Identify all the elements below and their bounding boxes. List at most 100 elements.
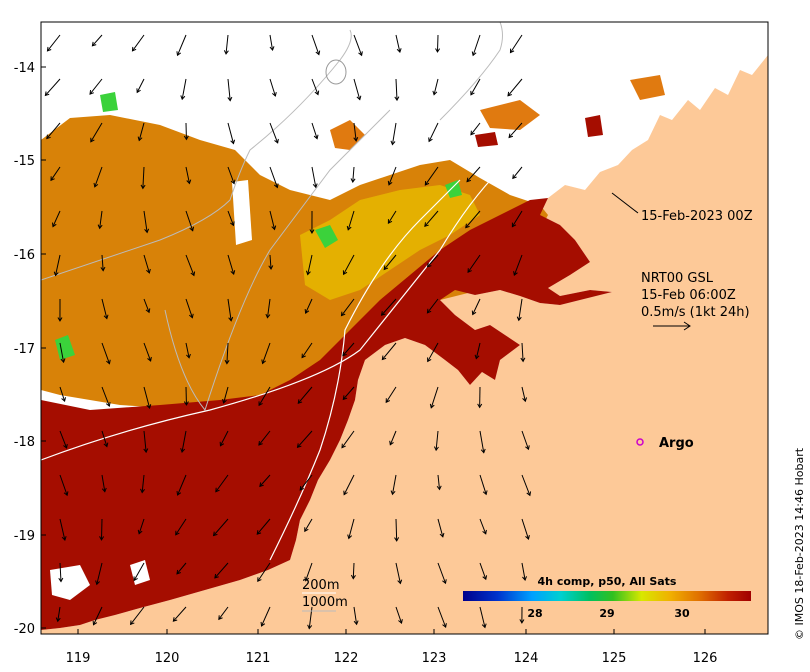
current-arrow-head bbox=[383, 265, 389, 271]
current-arrow bbox=[181, 430, 187, 453]
lat-tick-label: -16 bbox=[14, 248, 35, 263]
current-arrow bbox=[101, 342, 110, 364]
lat-tick-label: -19 bbox=[14, 529, 35, 544]
current-arrow bbox=[223, 386, 229, 404]
current-arrow-head bbox=[315, 50, 321, 56]
current-arrow bbox=[389, 430, 397, 445]
current-arrow bbox=[347, 210, 355, 231]
current-arrow bbox=[353, 122, 357, 141]
current-arrow-head bbox=[426, 262, 432, 268]
current-arrow bbox=[342, 342, 355, 356]
current-arrow-head bbox=[312, 183, 318, 189]
current-arrow-head bbox=[52, 222, 57, 228]
current-arrow bbox=[227, 122, 234, 144]
colorbar-tick: 30 bbox=[674, 607, 690, 620]
sst-green-patch bbox=[55, 335, 75, 360]
current-arrow bbox=[138, 518, 145, 534]
current-model-label: NRT00 GSL bbox=[641, 271, 714, 286]
current-arrow-head bbox=[90, 137, 95, 143]
current-vectors bbox=[44, 34, 532, 630]
current-arrow bbox=[297, 386, 313, 404]
current-arrow bbox=[424, 210, 439, 227]
current-arrow bbox=[259, 474, 271, 487]
current-arrow-head bbox=[103, 442, 109, 448]
current-arrow-head bbox=[353, 620, 359, 626]
current-arrow-head bbox=[271, 225, 277, 231]
current-arrow-head bbox=[175, 530, 180, 536]
current-arrow-head bbox=[215, 487, 220, 493]
current-arrow bbox=[395, 606, 402, 624]
current-arrow-head bbox=[144, 228, 150, 234]
current-arrow bbox=[92, 34, 103, 47]
current-arrow-head bbox=[350, 178, 356, 184]
current-arrow bbox=[59, 430, 68, 449]
current-arrow-head bbox=[93, 182, 99, 188]
current-arrow bbox=[466, 166, 481, 182]
current-arrow-head bbox=[350, 574, 356, 580]
current-arrow-head bbox=[44, 91, 50, 97]
current-arrow-head bbox=[180, 95, 186, 101]
current-arrow-head bbox=[304, 576, 310, 582]
current-arrow-head bbox=[140, 488, 145, 494]
current-arrow-head bbox=[186, 179, 192, 185]
current-arrow bbox=[511, 210, 523, 227]
current-arrow-head bbox=[398, 619, 403, 625]
colorbar-tick: 28 bbox=[527, 607, 542, 620]
current-arrow-head bbox=[314, 90, 320, 96]
current-arrow bbox=[101, 254, 104, 271]
current-arrow bbox=[59, 474, 68, 496]
current-arrow-head bbox=[189, 226, 195, 232]
current-arrow-head bbox=[212, 531, 218, 537]
current-arrow bbox=[94, 166, 103, 188]
current-arrow bbox=[177, 474, 187, 496]
current-arrow bbox=[133, 562, 145, 581]
current-arrow bbox=[185, 298, 193, 318]
current-arrow bbox=[341, 430, 355, 448]
current-arrow-head bbox=[353, 137, 359, 142]
date-marker-line bbox=[611, 192, 639, 214]
current-arrow bbox=[185, 210, 194, 231]
imos-credit: © IMOS 18-Feb-2023 14:46 Hobart bbox=[793, 447, 806, 640]
current-arrow bbox=[227, 210, 234, 226]
current-arrow bbox=[59, 386, 66, 402]
current-arrow-head bbox=[428, 137, 433, 143]
current-arrow bbox=[508, 122, 523, 138]
current-arrow-head bbox=[343, 490, 348, 496]
current-arrow-head bbox=[228, 316, 234, 322]
current-arrow bbox=[256, 518, 271, 535]
current-arrow bbox=[52, 210, 61, 227]
current-arrow bbox=[513, 254, 523, 276]
current-arrow bbox=[352, 562, 355, 579]
vector-scale-arrow bbox=[653, 321, 691, 331]
current-arrow-head bbox=[520, 357, 526, 363]
lon-tick-label: 123 bbox=[422, 651, 447, 666]
current-arrow bbox=[435, 430, 439, 451]
current-arrow bbox=[143, 210, 148, 233]
current-arrow bbox=[185, 166, 190, 184]
current-arrow bbox=[479, 562, 487, 580]
current-arrow bbox=[428, 122, 439, 142]
current-arrow-head bbox=[304, 309, 310, 314]
current-arrow-head bbox=[474, 354, 480, 360]
lon-tick-label: 125 bbox=[602, 651, 627, 666]
current-arrow bbox=[437, 562, 446, 584]
lon-tick-label: 119 bbox=[66, 651, 91, 666]
current-arrow bbox=[136, 78, 145, 93]
current-arrow bbox=[227, 166, 235, 184]
argo-label: Argo bbox=[659, 436, 694, 451]
current-arrow bbox=[220, 430, 229, 447]
current-arrow-head bbox=[471, 310, 477, 316]
current-arrow-head bbox=[358, 51, 363, 57]
current-arrow bbox=[521, 562, 526, 581]
current-arrow-head bbox=[432, 90, 438, 96]
current-arrow bbox=[143, 254, 150, 274]
lon-tick-label: 120 bbox=[155, 651, 180, 666]
current-arrow-head bbox=[183, 401, 189, 406]
current-arrow bbox=[391, 122, 397, 145]
current-arrow bbox=[521, 386, 526, 402]
current-arrow-head bbox=[103, 314, 109, 320]
current-arrow bbox=[269, 166, 278, 188]
current-arrow-head bbox=[381, 355, 387, 361]
current-arrow-head bbox=[227, 96, 233, 102]
